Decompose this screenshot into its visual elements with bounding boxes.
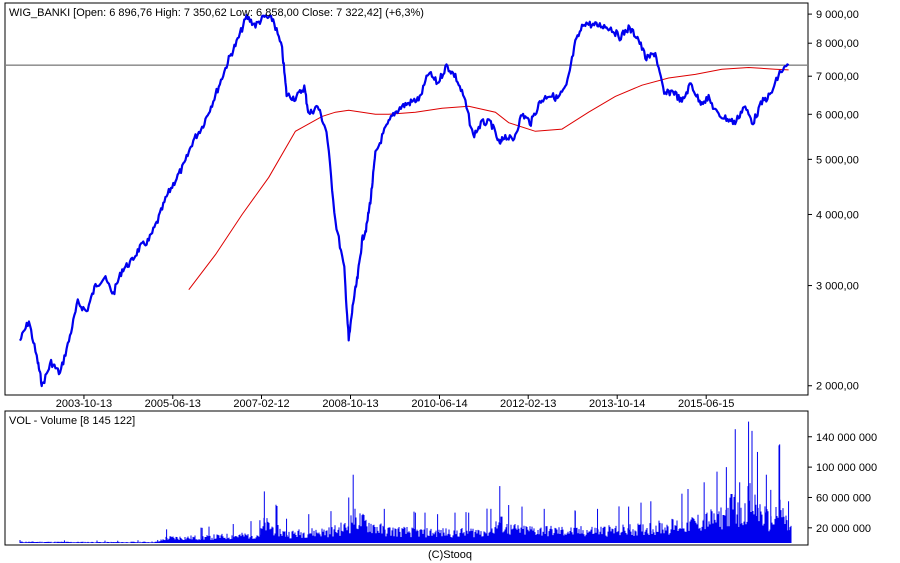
volume-ytick-label: 60 000 000 [816,492,871,504]
price-xtick-label: 2003-10-13 [56,398,112,410]
price-x-axis: 2003-10-13 2005-06-13 2007-02-12 2008-10-13… [56,395,734,410]
price-ytick-label: 3 000,00 [816,281,859,293]
price-legend: WIG_BANKI [Open: 6 896,76 High: 7 350,62… [9,7,424,19]
price-ytick-label: 8 000,00 [816,38,859,50]
price-xtick-label: 2010-06-14 [411,398,467,410]
price-ytick-label: 5 000,00 [816,154,859,166]
volume-ytick-label: 100 000 000 [816,462,877,474]
price-ytick-label: 9 000,00 [816,9,859,21]
copyright-footer: (C)Stooq [428,549,472,561]
volume-y-axis: 20 000 000 60 000 000 100 000 000 140 000 0… [808,432,877,535]
price-xtick-label: 2008-10-13 [322,398,378,410]
price-xtick-label: 2015-06-15 [678,398,734,410]
price-ytick-label: 4 000,00 [816,209,859,221]
price-xtick-label: 2013-10-14 [589,398,645,410]
volume-plot-area [19,421,792,543]
moving-average-line [188,66,789,291]
price-ytick-label: 2 000,00 [816,381,859,393]
price-panel [4,2,809,396]
price-xtick-label: 2005-06-13 [145,398,201,410]
price-xtick-label: 2012-02-13 [500,398,556,410]
volume-ytick-label: 140 000 000 [816,432,877,444]
price-plot-area [6,13,807,388]
volume-legend: VOL - Volume [8 145 122] [9,415,135,427]
price-y-axis: 2 000,00 3 000,00 4 000,00 5 000,00 6 000,00… [808,9,859,393]
volume-ytick-label: 20 000 000 [816,523,871,535]
price-ytick-label: 6 000,00 [816,109,859,121]
price-ytick-label: 7 000,00 [816,71,859,83]
volume-panel [4,410,809,546]
price-xtick-label: 2007-02-12 [233,398,289,410]
price-line [19,13,790,388]
